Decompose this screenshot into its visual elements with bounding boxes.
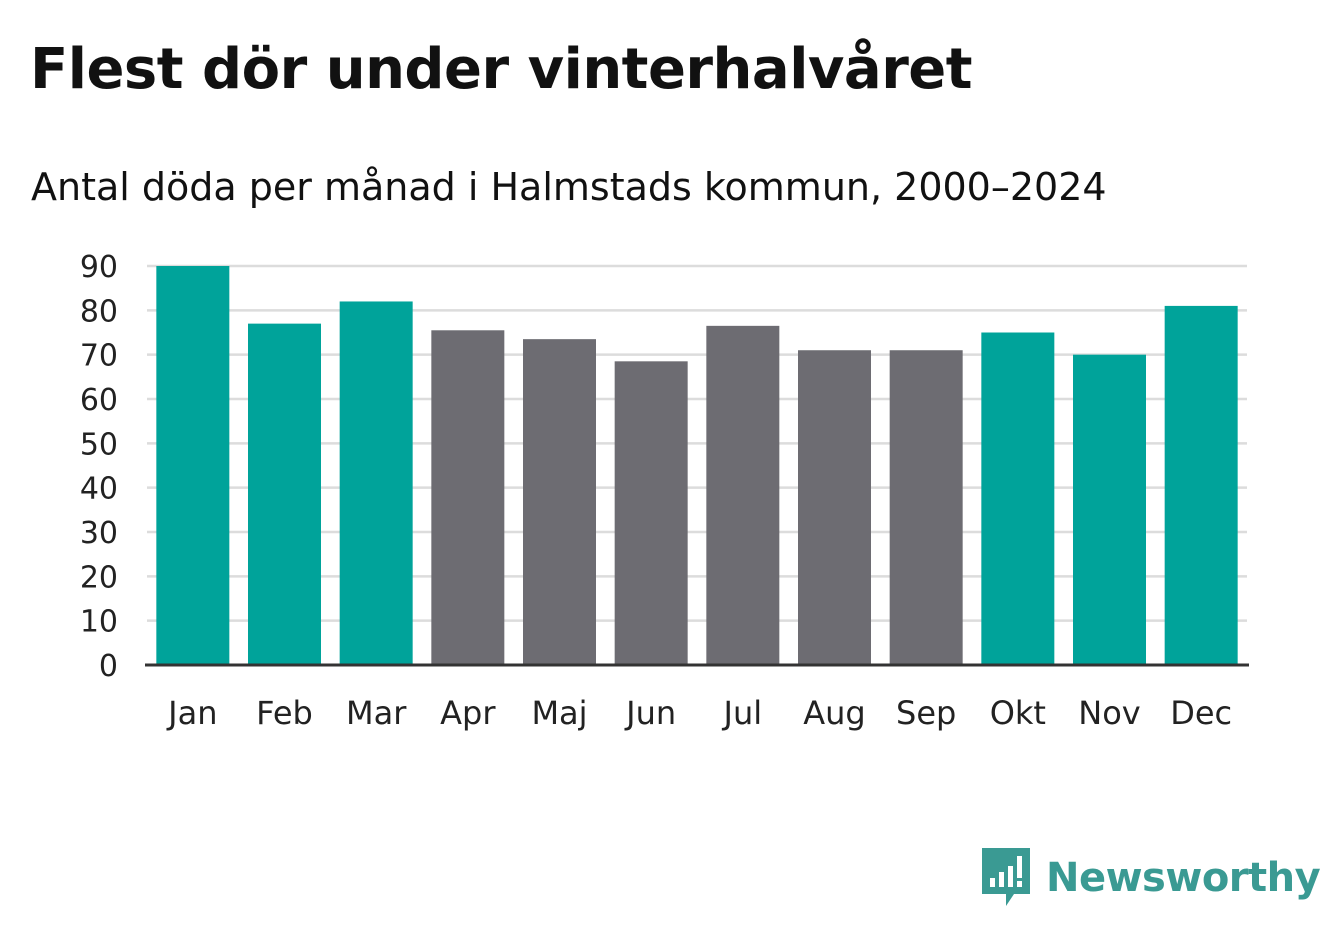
x-tick-label-aug: Aug xyxy=(803,694,865,732)
y-tick-label: 80 xyxy=(80,294,118,329)
chart-bubble-icon xyxy=(982,848,1030,906)
y-tick-label: 30 xyxy=(80,516,118,551)
chart-subtitle: Antal döda per månad i Halmstads kommun,… xyxy=(31,165,1107,209)
y-tick-label: 60 xyxy=(80,383,118,418)
chart-title: Flest dör under vinterhalvåret xyxy=(30,37,973,102)
bar-sep xyxy=(889,350,963,665)
newsworthy-logo: Newsworthy xyxy=(980,846,1321,910)
x-tick-label-feb: Feb xyxy=(256,694,313,732)
x-tick-label-okt: Okt xyxy=(990,694,1046,732)
bar-jan xyxy=(156,266,230,665)
bar-apr xyxy=(431,330,505,665)
bar-feb xyxy=(248,323,321,665)
x-tick-label-jul: Jul xyxy=(722,694,763,732)
y-tick-label: 10 xyxy=(80,605,118,640)
bar-dec xyxy=(1164,305,1238,665)
x-axis-labels: Jan Feb Mar Apr Maj Jun Jul Aug Sep Okt Nov Dec xyxy=(166,694,1232,732)
y-tick-label: 40 xyxy=(80,472,118,507)
gridlines xyxy=(147,264,1247,622)
bars xyxy=(156,266,1238,665)
y-tick-label: 70 xyxy=(80,339,118,374)
bar-jul xyxy=(706,325,780,665)
y-tick-label: 20 xyxy=(80,560,118,595)
x-tick-label-jun: Jun xyxy=(624,694,676,732)
bar-maj xyxy=(523,339,596,665)
x-tick-label-apr: Apr xyxy=(440,694,496,732)
y-tick-label: 0 xyxy=(99,649,118,684)
bar-mar xyxy=(339,301,413,665)
bar-jun xyxy=(614,361,688,665)
x-tick-label-maj: Maj xyxy=(531,694,587,732)
bar-aug xyxy=(798,350,871,665)
x-tick-label-dec: Dec xyxy=(1170,694,1232,732)
y-axis-ticks: 0 10 20 30 40 50 60 70 80 90 xyxy=(80,250,118,684)
x-tick-label-sep: Sep xyxy=(896,694,956,732)
bar-okt xyxy=(981,332,1055,665)
y-tick-label: 50 xyxy=(80,427,118,462)
brand-name: Newsworthy xyxy=(1046,855,1321,901)
bar-nov xyxy=(1073,354,1146,665)
x-tick-label-mar: Mar xyxy=(346,694,407,732)
x-tick-label-nov: Nov xyxy=(1078,694,1140,732)
y-tick-label: 90 xyxy=(80,250,118,285)
x-tick-label-jan: Jan xyxy=(166,694,217,732)
